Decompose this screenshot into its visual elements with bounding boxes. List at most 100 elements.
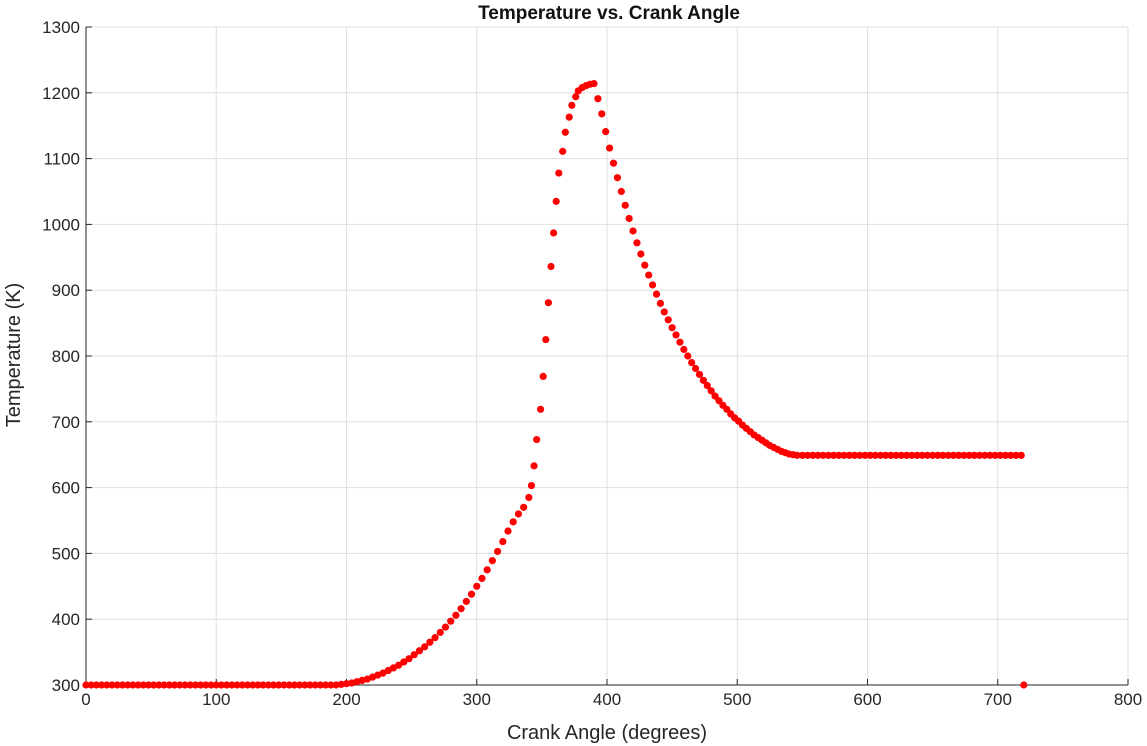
data-point bbox=[134, 681, 142, 689]
data-point bbox=[186, 681, 194, 689]
data-point bbox=[991, 451, 999, 459]
data-point bbox=[629, 227, 637, 235]
data-point bbox=[695, 370, 704, 379]
data-point bbox=[436, 628, 444, 636]
data-point bbox=[824, 451, 833, 459]
data-point bbox=[850, 451, 859, 459]
data-point bbox=[606, 144, 614, 152]
data-point bbox=[871, 451, 879, 459]
data-point bbox=[590, 79, 598, 88]
data-point bbox=[113, 681, 121, 689]
data-point bbox=[676, 338, 684, 346]
data-point bbox=[672, 331, 680, 339]
data-point bbox=[124, 681, 132, 689]
data-point bbox=[98, 681, 106, 689]
data-point bbox=[913, 451, 921, 459]
data-point bbox=[561, 128, 569, 136]
data-point bbox=[108, 681, 116, 689]
data-point bbox=[316, 681, 325, 689]
data-point bbox=[400, 658, 408, 666]
data-point bbox=[181, 681, 189, 689]
data-point bbox=[555, 169, 563, 177]
data-point bbox=[934, 451, 942, 459]
data-point bbox=[285, 681, 293, 689]
data-point bbox=[633, 239, 641, 247]
chart-title: Temperature vs. Crank Angle bbox=[478, 3, 740, 24]
data-point bbox=[322, 681, 330, 689]
data-point bbox=[405, 655, 413, 663]
data-point bbox=[559, 147, 567, 155]
data-point bbox=[923, 451, 932, 459]
y-tick-label: 1000 bbox=[42, 215, 80, 234]
x-tick-label: 600 bbox=[853, 690, 881, 709]
data-point bbox=[598, 110, 606, 118]
data-point bbox=[572, 93, 580, 101]
data-point bbox=[908, 451, 916, 459]
data-point bbox=[144, 681, 153, 689]
data-point bbox=[118, 681, 127, 689]
data-point bbox=[243, 681, 252, 689]
y-tick-label: 500 bbox=[52, 544, 80, 563]
x-tick-label: 100 bbox=[202, 690, 230, 709]
data-point bbox=[918, 451, 926, 459]
data-point bbox=[421, 643, 429, 651]
y-tick-label: 300 bbox=[52, 676, 80, 695]
data-point bbox=[688, 358, 696, 367]
data-point bbox=[809, 451, 817, 459]
data-point bbox=[92, 681, 101, 689]
y-tick-label: 900 bbox=[52, 281, 80, 300]
data-point bbox=[254, 681, 262, 689]
data-point bbox=[856, 451, 864, 459]
data-point bbox=[542, 335, 550, 344]
y-tick-label: 600 bbox=[52, 479, 80, 498]
data-point bbox=[467, 590, 476, 598]
data-point bbox=[441, 623, 450, 631]
data-point bbox=[552, 197, 560, 205]
data-point bbox=[191, 681, 200, 689]
data-point bbox=[565, 113, 573, 121]
data-point bbox=[212, 681, 220, 689]
data-point bbox=[939, 451, 947, 459]
data-point bbox=[327, 681, 335, 689]
data-point bbox=[902, 451, 911, 459]
data-point bbox=[1017, 451, 1025, 459]
x-tick-label: 300 bbox=[463, 690, 491, 709]
data-point bbox=[462, 597, 470, 606]
data-point bbox=[594, 95, 602, 103]
x-tick-label: 0 bbox=[81, 690, 90, 709]
data-point bbox=[803, 451, 812, 459]
data-point bbox=[499, 537, 507, 546]
data-point bbox=[981, 451, 989, 459]
data-point bbox=[483, 566, 491, 574]
x-axis-label: Crank Angle (degrees) bbox=[507, 722, 707, 744]
data-points bbox=[82, 79, 1028, 689]
data-point bbox=[536, 405, 545, 413]
data-point bbox=[641, 261, 649, 269]
data-point bbox=[965, 451, 973, 459]
data-point bbox=[845, 451, 853, 459]
data-point bbox=[296, 681, 304, 689]
grid bbox=[85, 26, 1129, 686]
data-point bbox=[249, 681, 257, 689]
data-point bbox=[814, 451, 822, 459]
data-point bbox=[840, 451, 848, 459]
data-point bbox=[525, 493, 533, 502]
data-point bbox=[887, 451, 895, 459]
x-tick-label: 200 bbox=[332, 690, 360, 709]
y-tick-label: 1200 bbox=[42, 84, 80, 103]
data-point bbox=[452, 611, 460, 619]
data-point bbox=[306, 681, 314, 689]
data-point bbox=[568, 101, 576, 109]
data-point bbox=[473, 582, 481, 590]
data-point bbox=[155, 681, 163, 689]
data-point bbox=[139, 681, 147, 689]
data-point bbox=[707, 387, 715, 395]
data-point bbox=[680, 345, 688, 354]
data-point bbox=[656, 299, 665, 307]
data-point bbox=[547, 262, 555, 271]
data-point bbox=[617, 187, 625, 196]
data-point bbox=[233, 681, 241, 689]
data-point bbox=[625, 214, 633, 223]
y-tick-label: 400 bbox=[52, 610, 80, 629]
